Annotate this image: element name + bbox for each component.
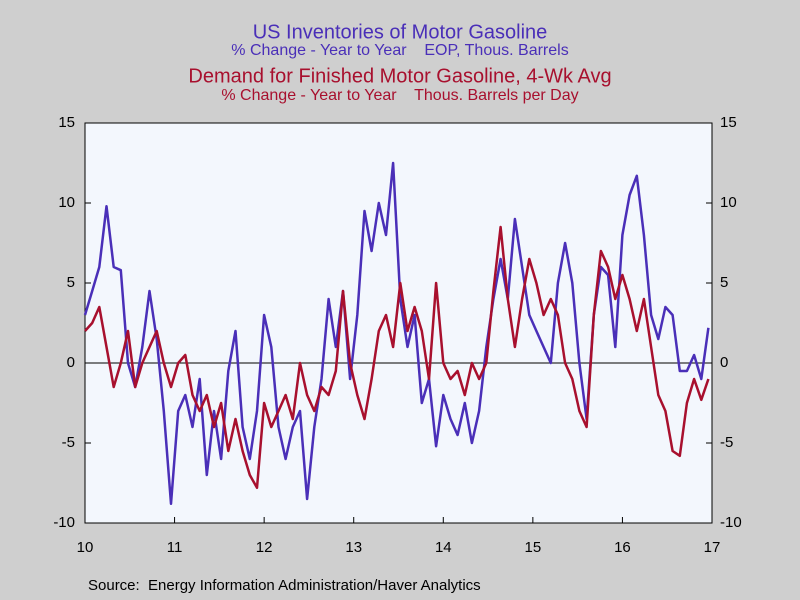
x-tick-label: 15 xyxy=(525,539,542,556)
y-tick-label: 5 xyxy=(67,274,75,291)
y2-tick-label: -10 xyxy=(720,514,742,531)
plot-area xyxy=(84,122,713,524)
series-title: US Inventories of Motor Gasoline xyxy=(253,21,548,43)
series-subtitle: % Change - Year to Year EOP, Thous. Barr… xyxy=(231,42,568,59)
x-tick-label: 17 xyxy=(704,539,721,556)
x-tick-label: 10 xyxy=(77,539,94,556)
y2-tick-label: 5 xyxy=(720,274,728,291)
y2-tick-label: 10 xyxy=(720,194,737,211)
y2-tick-label: 0 xyxy=(720,354,728,371)
y-tick-label: 10 xyxy=(58,194,75,211)
y-tick-label: -10 xyxy=(53,514,75,531)
y-tick-label: 0 xyxy=(67,354,75,371)
y-tick-label: 15 xyxy=(58,114,75,131)
x-tick-label: 11 xyxy=(167,539,183,556)
series-subtitle: % Change - Year to Year Thous. Barrels p… xyxy=(221,87,578,104)
y-tick-label: -5 xyxy=(62,434,75,451)
source: Source: Energy Information Administratio… xyxy=(88,577,481,594)
x-tick-label: 12 xyxy=(256,539,273,556)
series-title: Demand for Finished Motor Gasoline, 4-Wk… xyxy=(188,65,611,87)
series-line xyxy=(83,161,710,506)
x-tick-label: 16 xyxy=(614,539,631,556)
y2-tick-label: -5 xyxy=(720,434,733,451)
y2-tick-label: 15 xyxy=(720,114,737,131)
x-tick-label: 14 xyxy=(435,539,452,556)
series-line xyxy=(84,225,710,490)
x-tick-label: 13 xyxy=(345,539,362,556)
